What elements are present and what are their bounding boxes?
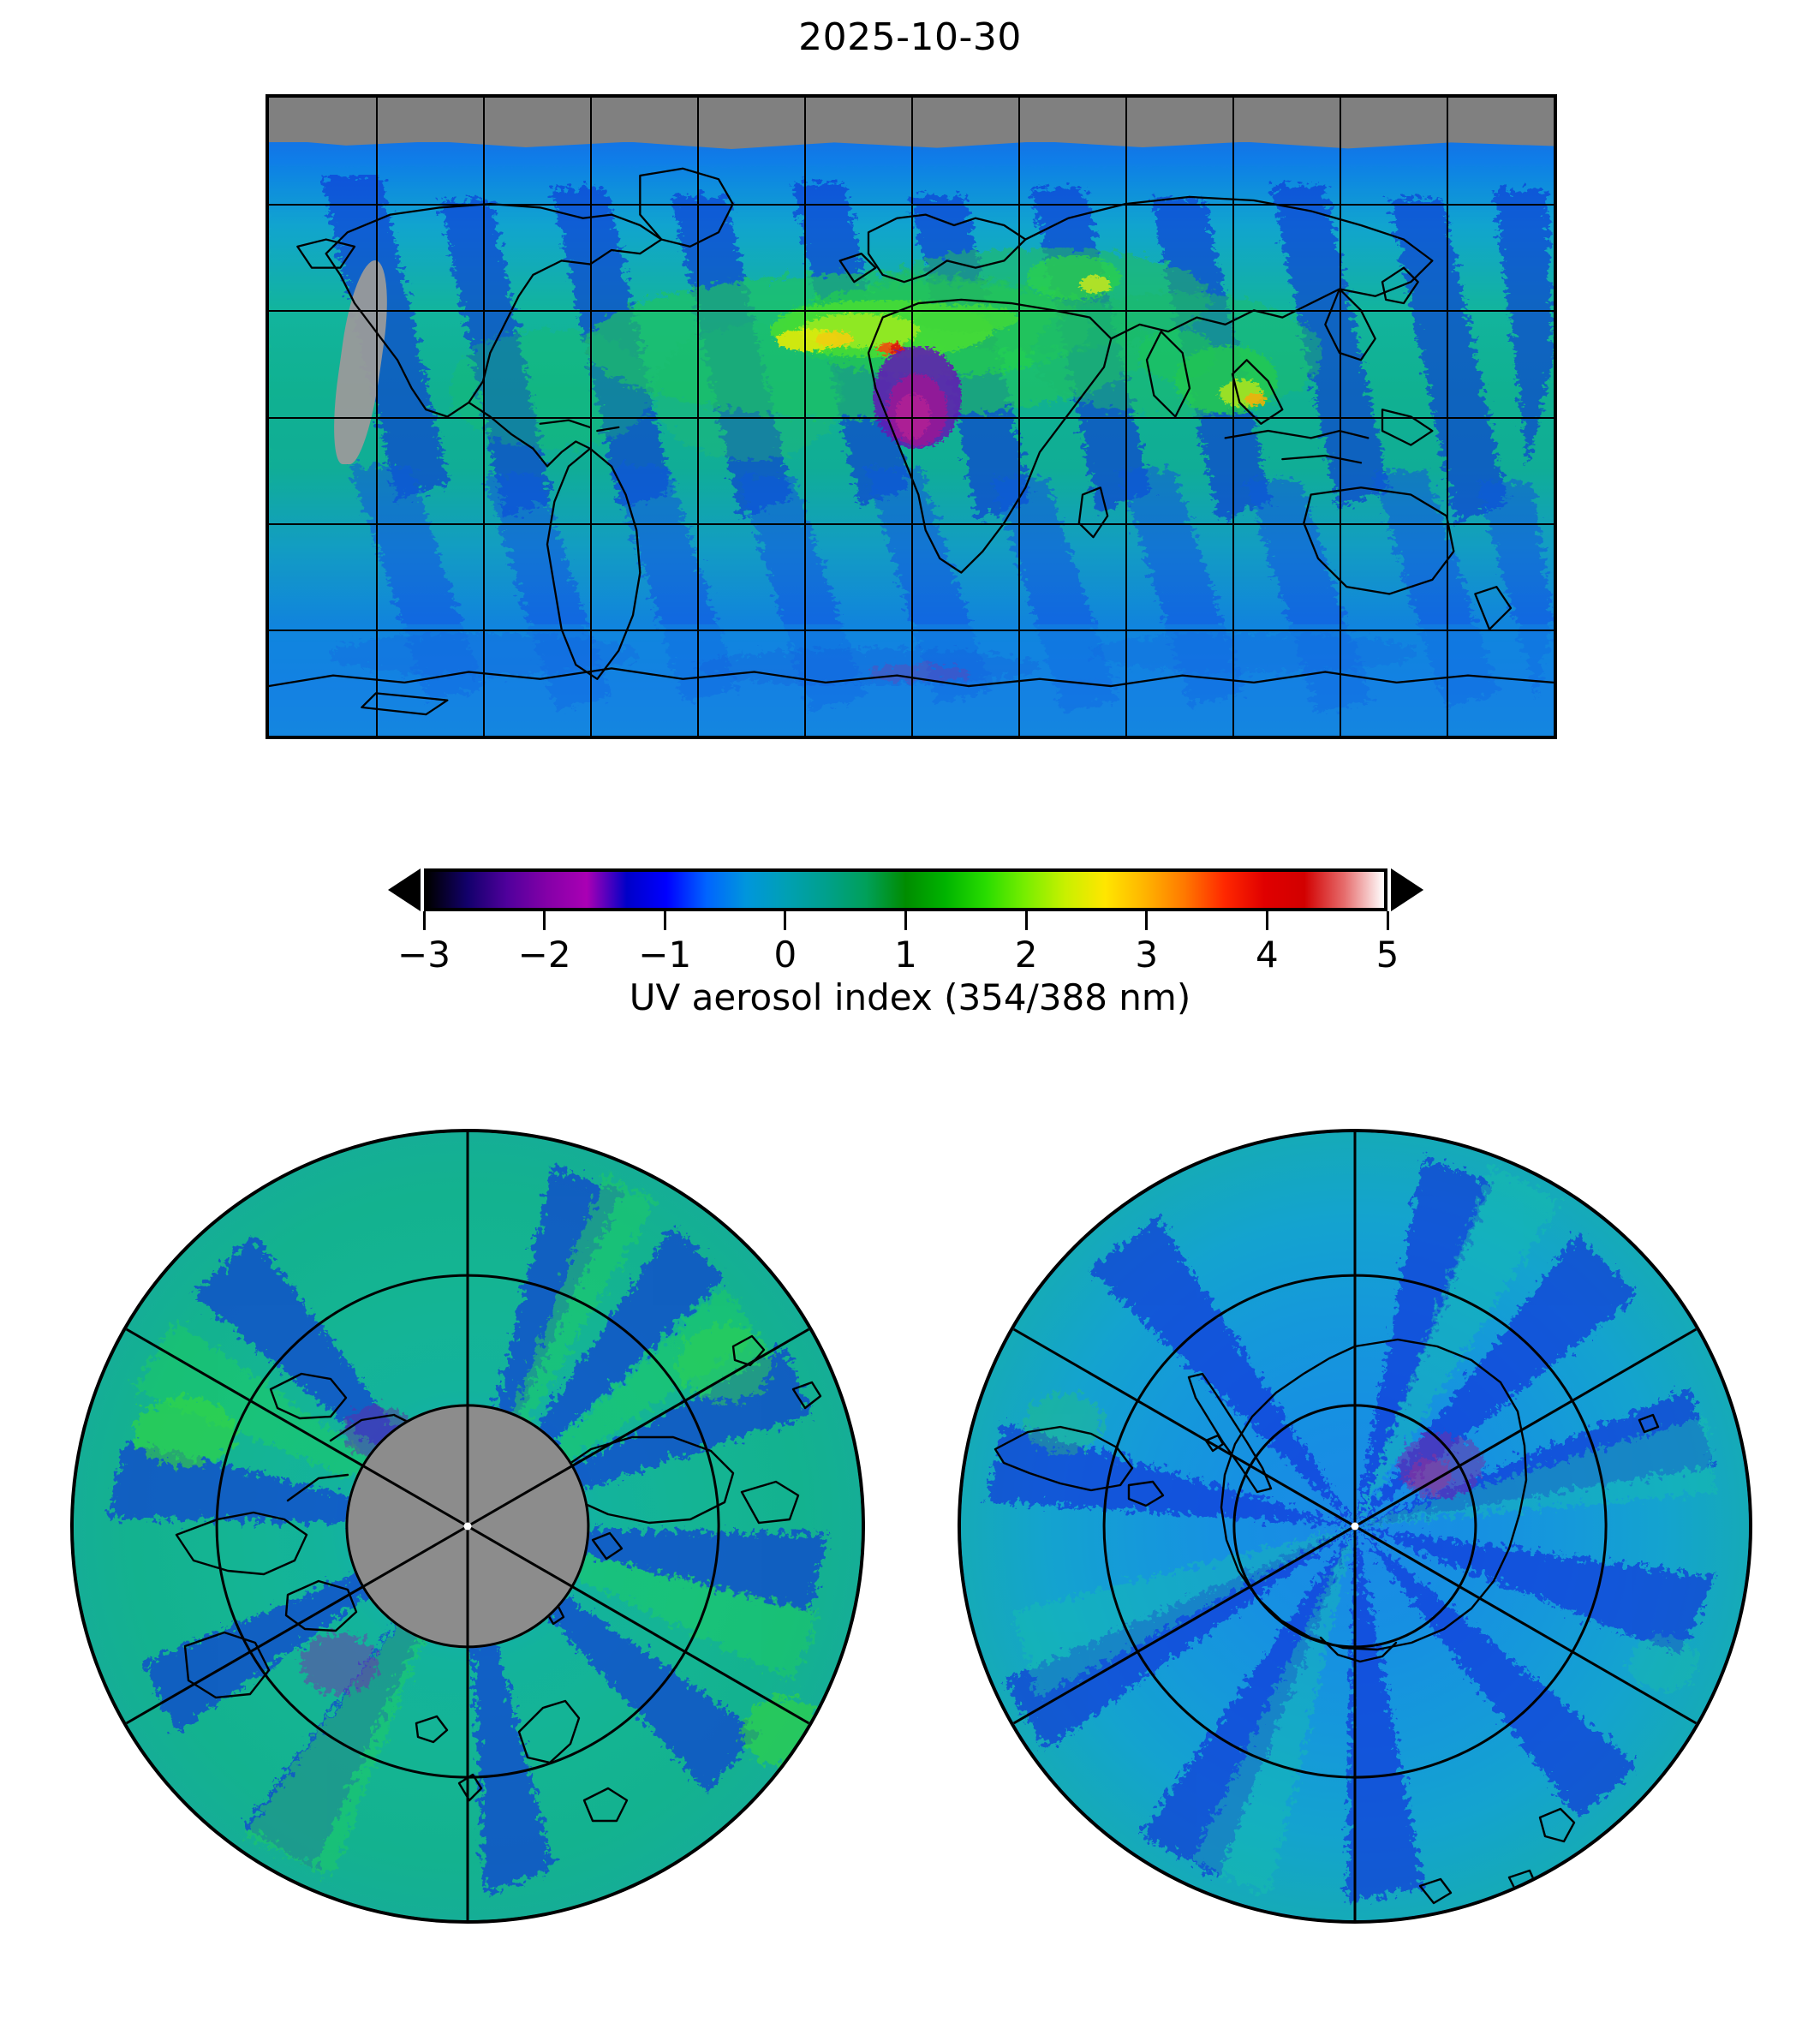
colorbar-under-extend-arrow — [388, 868, 421, 911]
colorbar-tick-label: 0 — [773, 934, 797, 976]
colorbar-panel[interactable]: −3 −2 −1 0 1 2 3 4 5 UV aerosol index (354/388 n… — [0, 856, 1820, 1053]
colorbar-tick-label: 2 — [1014, 934, 1038, 976]
colorbar-tick-mark — [904, 911, 907, 930]
global-map-panel[interactable] — [266, 94, 1557, 739]
colorbar-tick-label: −2 — [517, 934, 571, 976]
colorbar-tick-mark — [1386, 911, 1389, 930]
gridline-lat — [269, 204, 1554, 206]
colorbar-tick-mark — [1145, 911, 1149, 930]
colorbar-tick-mark — [663, 911, 666, 930]
colorbar-axis-label: UV aerosol index (354/388 nm) — [629, 976, 1191, 1018]
colorbar-tick-mark — [422, 911, 426, 930]
colorbar-tick-label: −1 — [638, 934, 692, 976]
gridline-lat — [269, 522, 1554, 525]
colorbar-tick-mark — [1024, 911, 1028, 930]
north-polar-map-panel[interactable] — [70, 1129, 865, 1924]
colorbar-over-extend-arrow — [1391, 868, 1423, 911]
colorbar-tick-label: 5 — [1375, 934, 1399, 976]
colorbar-tick-label: 1 — [894, 934, 917, 976]
colorbar-tick-mark — [784, 911, 787, 930]
colorbar-tick-mark — [1265, 911, 1268, 930]
colorbar-tick-label: 3 — [1135, 934, 1159, 976]
gridline-lat — [269, 310, 1554, 313]
colorbar-tick-mark — [543, 911, 546, 930]
south-pole-marker — [1351, 1522, 1359, 1531]
gridline-lat — [269, 629, 1554, 631]
north-pole-marker — [463, 1522, 472, 1531]
page-title: 2025-10-30 — [798, 15, 1022, 59]
colorbar-tick-label: −3 — [397, 934, 451, 976]
colorbar-tick-label: 4 — [1256, 934, 1279, 976]
gridline-lat — [269, 416, 1554, 419]
south-polar-map-panel[interactable] — [958, 1129, 1752, 1924]
colorbar-gradient-bar — [424, 868, 1387, 911]
